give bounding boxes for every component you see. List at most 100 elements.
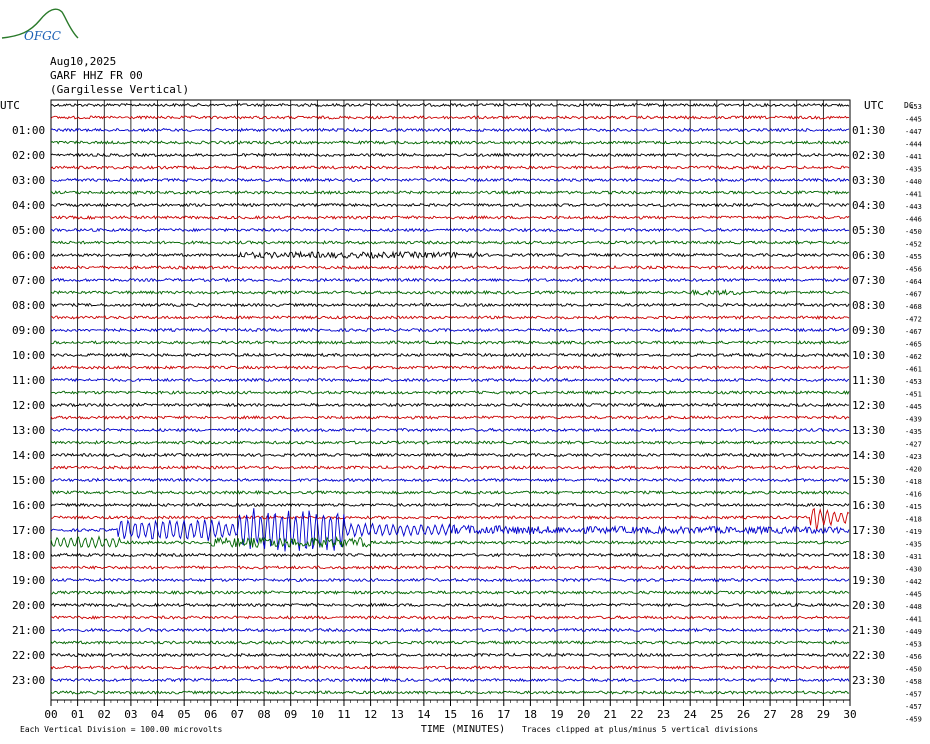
dc-offset-label: -458 bbox=[905, 678, 922, 686]
dc-offset-label: -448 bbox=[905, 603, 922, 611]
trace-line bbox=[50, 690, 850, 695]
hour-label-right: 07:30 bbox=[852, 274, 885, 287]
trace-line bbox=[50, 565, 850, 570]
dc-offset-label: -462 bbox=[905, 353, 922, 361]
trace-line bbox=[50, 177, 850, 183]
hour-label-right: 02:30 bbox=[852, 149, 885, 162]
dc-offset-label: -450 bbox=[905, 666, 922, 674]
x-tick-label: 07 bbox=[231, 708, 244, 721]
dc-offset-label: -441 bbox=[905, 153, 922, 161]
x-axis-title: TIME (MINUTES) bbox=[421, 724, 505, 735]
hour-label-left: 09:00 bbox=[12, 324, 45, 337]
dc-offset-label: -445 bbox=[905, 591, 922, 599]
dc-offset-label: -468 bbox=[905, 303, 922, 311]
hour-label-right: 13:30 bbox=[852, 424, 885, 437]
dc-offset-label: -447 bbox=[905, 128, 922, 136]
x-tick-label: 29 bbox=[817, 708, 830, 721]
trace-line bbox=[50, 535, 850, 549]
trace-line bbox=[50, 577, 850, 583]
hour-label-left: 20:00 bbox=[12, 599, 45, 612]
hour-label-right: 19:30 bbox=[852, 574, 885, 587]
trace-line bbox=[50, 288, 850, 297]
labels: UTC UTC DC 01:00 02:00 03:00 04:00 05:00 06:00 07… bbox=[0, 99, 922, 735]
trace-line bbox=[50, 302, 850, 308]
trace-line bbox=[50, 552, 850, 558]
trace-line bbox=[50, 215, 850, 220]
trace-line bbox=[50, 677, 850, 683]
traces bbox=[50, 102, 850, 695]
hour-label-right: 23:30 bbox=[852, 674, 885, 687]
trace-line bbox=[50, 464, 850, 470]
x-tick-label: 21 bbox=[604, 708, 617, 721]
hour-label-left: 16:00 bbox=[12, 499, 45, 512]
x-tick-label: 05 bbox=[178, 708, 191, 721]
trace-line bbox=[50, 627, 850, 633]
hour-label-left: 08:00 bbox=[12, 299, 45, 312]
x-tick-label: 12 bbox=[364, 708, 377, 721]
x-tick-label: 11 bbox=[337, 708, 350, 721]
dc-offset-label: -440 bbox=[905, 178, 922, 186]
hour-label-right: 16:30 bbox=[852, 499, 885, 512]
dc-offset-label: -446 bbox=[905, 216, 922, 224]
dc-offset-label: -423 bbox=[905, 453, 922, 461]
dc-offset-label: -450 bbox=[905, 228, 922, 236]
hour-label-right: 01:30 bbox=[852, 124, 885, 137]
trace-line bbox=[50, 415, 850, 420]
trace-line bbox=[50, 327, 850, 333]
dc-offset-label: -443 bbox=[905, 203, 922, 211]
logo-text: OFGC bbox=[24, 29, 61, 43]
dc-offset-label: -451 bbox=[905, 391, 922, 399]
x-tick-label: 20 bbox=[577, 708, 590, 721]
hour-label-left: 12:00 bbox=[12, 399, 45, 412]
dc-offset-label: -418 bbox=[905, 478, 922, 486]
dc-offset-label: -445 bbox=[905, 403, 922, 411]
dc-offset-label: -464 bbox=[905, 278, 922, 286]
x-tick-label: 17 bbox=[497, 708, 510, 721]
hour-label-right: 08:30 bbox=[852, 299, 885, 312]
trace-line bbox=[50, 165, 850, 170]
hour-label-right: 22:30 bbox=[852, 649, 885, 662]
dc-offset-label: -418 bbox=[905, 516, 922, 524]
hour-label-left: 18:00 bbox=[12, 549, 45, 562]
trace-line bbox=[50, 365, 850, 370]
x-tick-label: 04 bbox=[151, 708, 165, 721]
hour-label-right: 11:30 bbox=[852, 374, 885, 387]
dc-offset-label: -453 bbox=[905, 641, 922, 649]
hour-label-left: 21:00 bbox=[12, 624, 45, 637]
dc-offset-label: -435 bbox=[905, 428, 922, 436]
hour-label-left: 05:00 bbox=[12, 224, 45, 237]
dc-offset-label: -445 bbox=[905, 116, 922, 124]
x-tick-label: 10 bbox=[311, 708, 324, 721]
dc-header: DC bbox=[904, 101, 914, 110]
hour-label-right: 04:30 bbox=[852, 199, 885, 212]
dc-offset-label: -453 bbox=[905, 103, 922, 111]
x-tick-label: 02 bbox=[98, 708, 111, 721]
hour-label-right: 20:30 bbox=[852, 599, 885, 612]
trace-line bbox=[50, 190, 850, 195]
dc-offset-label: -455 bbox=[905, 253, 922, 261]
x-tick-label: 03 bbox=[124, 708, 137, 721]
x-tick-label: 16 bbox=[471, 708, 484, 721]
dc-offset-label: -444 bbox=[905, 141, 922, 149]
dc-offset-label: -461 bbox=[905, 366, 922, 374]
x-tick-label: 14 bbox=[417, 708, 431, 721]
hour-label-left: 07:00 bbox=[12, 274, 45, 287]
trace-line bbox=[50, 615, 850, 620]
x-tick-label: 18 bbox=[524, 708, 537, 721]
ofgc-logo: OFGC bbox=[1, 8, 79, 43]
dc-offset-label: -472 bbox=[905, 316, 922, 324]
trace-line bbox=[50, 477, 850, 483]
hour-label-left: 13:00 bbox=[12, 424, 45, 437]
hour-label-left: 15:00 bbox=[12, 474, 45, 487]
x-tick-label: 00 bbox=[44, 708, 57, 721]
dc-offset-label: -435 bbox=[905, 166, 922, 174]
trace-line bbox=[50, 240, 850, 245]
hour-label-left: 23:00 bbox=[12, 674, 45, 687]
x-tick-label: 06 bbox=[204, 708, 217, 721]
x-tick-label: 23 bbox=[657, 708, 670, 721]
right-axis-label: UTC bbox=[864, 99, 884, 112]
trace-line bbox=[50, 652, 850, 658]
grid bbox=[50, 99, 851, 706]
header: Aug10,2025 GARF HHZ FR 00 (Gargilesse Ve… bbox=[50, 55, 189, 97]
header-date: Aug10,2025 bbox=[50, 55, 117, 68]
